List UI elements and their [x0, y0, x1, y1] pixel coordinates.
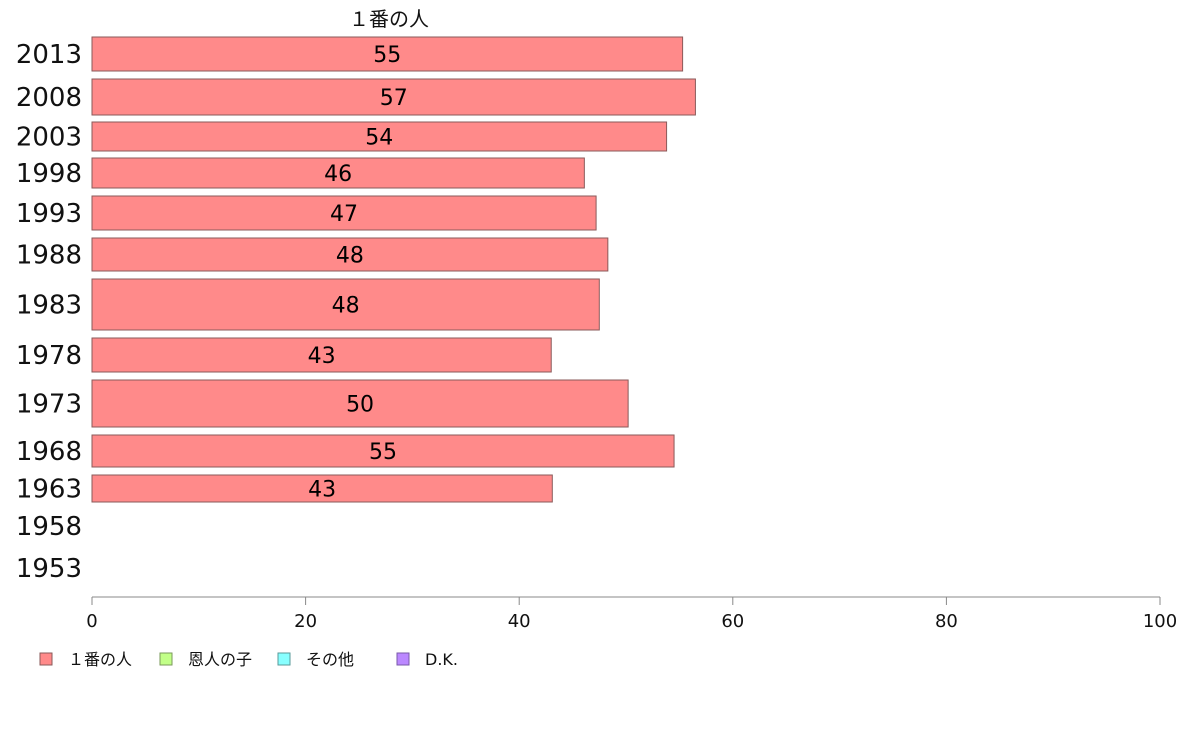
legend-label-2: その他 [306, 650, 354, 669]
legend-swatch-1 [159, 652, 173, 666]
legend-swatch-0 [39, 652, 53, 666]
chart-title: １番の人 [349, 7, 429, 31]
bar-label-1988: 48 [336, 244, 364, 269]
x-tick-label-0: 0 [86, 611, 97, 632]
x-tick-label-80: 80 [935, 611, 958, 632]
year-label-1993: 1993 [16, 199, 82, 229]
bar-label-1973: 50 [346, 393, 374, 418]
bar-label-2003: 54 [365, 126, 393, 151]
bar-label-1993: 47 [330, 202, 358, 227]
year-label-1953: 1953 [16, 554, 82, 584]
bar-1963 [91, 474, 553, 503]
year-label-2013: 2013 [16, 40, 82, 70]
legend: １番の人 恩人の子 その他 D.K. [39, 650, 458, 669]
x-tick-label-20: 20 [294, 611, 317, 632]
bar-label-2013: 55 [373, 43, 401, 68]
bar-2008 [91, 78, 696, 116]
year-label-2008: 2008 [16, 83, 82, 113]
legend-label-0: １番の人 [68, 650, 132, 669]
legend-swatch-3 [396, 652, 410, 666]
legend-swatch-2 [277, 652, 291, 666]
year-label-1988: 1988 [16, 241, 82, 271]
bar-1968 [91, 434, 675, 468]
bar-label-1978: 43 [308, 344, 336, 369]
x-axis: 0 20 40 60 80 100 [86, 596, 1177, 632]
legend-label-1: 恩人の子 [188, 650, 252, 669]
year-label-1968: 1968 [16, 437, 82, 467]
bar-1993 [91, 195, 597, 231]
bar-1983 [91, 278, 600, 331]
year-labels-group: 2013 2008 2003 1998 1993 1988 1983 1978 1973 1968… [16, 40, 82, 584]
bar-1973 [91, 379, 629, 428]
bar-1978 [91, 337, 552, 373]
bars-group: 55 57 54 46 47 48 48 43 50 55 43 [91, 36, 696, 503]
bar-label-1968: 55 [369, 440, 397, 465]
x-tick-label-100: 100 [1143, 611, 1177, 632]
x-tick-label-60: 60 [721, 611, 744, 632]
year-label-1983: 1983 [16, 291, 82, 321]
bar-label-1983: 48 [332, 294, 360, 319]
year-label-1973: 1973 [16, 390, 82, 420]
bar-2003 [91, 121, 668, 152]
bar-label-2008: 57 [380, 86, 408, 111]
year-label-1963: 1963 [16, 475, 82, 505]
year-label-2003: 2003 [16, 123, 82, 153]
legend-label-3: D.K. [425, 650, 458, 669]
x-tick-label-40: 40 [508, 611, 531, 632]
bar-label-1963: 43 [308, 478, 336, 503]
bar-label-1998: 46 [324, 162, 352, 187]
bar-1988 [91, 237, 609, 272]
bar-1998 [91, 157, 585, 189]
bar-2013 [91, 36, 684, 72]
year-label-1958: 1958 [16, 512, 82, 542]
year-label-1998: 1998 [16, 159, 82, 189]
year-label-1978: 1978 [16, 341, 82, 371]
